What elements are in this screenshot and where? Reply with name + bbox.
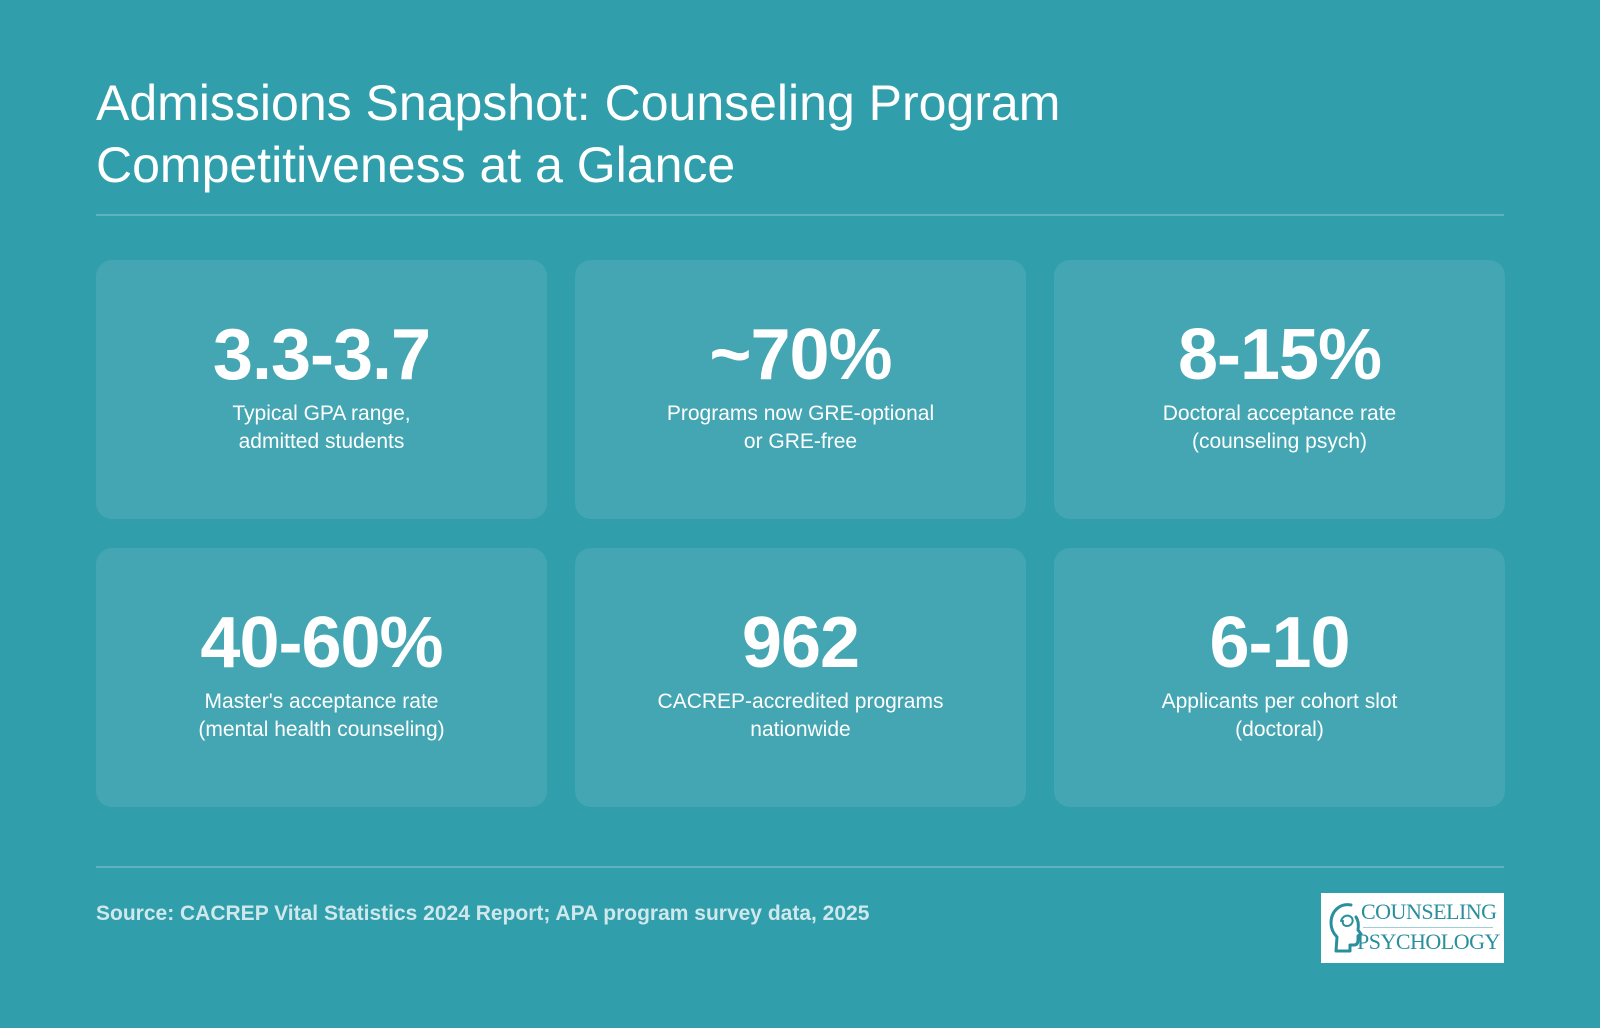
brand-logo: COUNSELING PSYCHOLOGY <box>1321 893 1504 963</box>
stat-value: 962 <box>741 602 860 683</box>
stat-value: 3.3-3.7 <box>212 314 431 395</box>
stat-label-line: Programs now GRE-optional <box>666 401 935 425</box>
stat-label-line: CACREP-accredited programs <box>657 689 944 713</box>
logo-word-counseling: COUNSELING <box>1361 899 1497 924</box>
stat-card-cacrep-programs: 962 CACREP-accredited programs nationwid… <box>575 548 1026 807</box>
stat-label: Programs now GRE-optional or GRE-free <box>667 400 934 456</box>
stat-value: 8-15% <box>1177 314 1382 395</box>
stat-label: Master's acceptance rate (mental health … <box>198 688 444 744</box>
stat-label-line: Doctoral acceptance rate <box>1162 401 1397 425</box>
stat-label-line: nationwide <box>750 717 851 741</box>
footer-divider <box>96 866 1504 868</box>
logo-divider <box>1363 927 1493 928</box>
page-title: Admissions Snapshot: Counseling Program … <box>96 72 1196 196</box>
stat-label: Typical GPA range, admitted students <box>232 400 410 456</box>
stat-label-line: (doctoral) <box>1235 717 1324 741</box>
stat-card-applicants-per-slot: 6-10 Applicants per cohort slot (doctora… <box>1054 548 1505 807</box>
stat-label-line: Master's acceptance rate <box>204 689 439 713</box>
stat-value: 40-60% <box>200 602 443 683</box>
stat-label-line: (mental health counseling) <box>198 717 445 741</box>
stat-card-gre-optional: ~70% Programs now GRE-optional or GRE-fr… <box>575 260 1026 519</box>
stat-label-line: (counseling psych) <box>1191 429 1368 453</box>
stat-label-line: Typical GPA range, <box>232 401 411 425</box>
stat-card-gpa-range: 3.3-3.7 Typical GPA range, admitted stud… <box>96 260 547 519</box>
stat-label: Applicants per cohort slot (doctoral) <box>1162 688 1398 744</box>
stat-label-line: admitted students <box>238 429 405 453</box>
stat-value: 6-10 <box>1209 602 1350 683</box>
head-profile-icon <box>1329 903 1363 953</box>
logo-word-psychology: PSYCHOLOGY <box>1357 929 1500 954</box>
header-divider <box>96 214 1504 216</box>
stats-grid: 3.3-3.7 Typical GPA range, admitted stud… <box>96 260 1505 807</box>
page-title-line-1: Admissions Snapshot: Counseling Program <box>96 75 1061 131</box>
stat-label: Doctoral acceptance rate (counseling psy… <box>1163 400 1396 456</box>
stat-label: CACREP-accredited programs nationwide <box>658 688 944 744</box>
stat-label-line: Applicants per cohort slot <box>1161 689 1398 713</box>
page-title-line-2: Competitiveness at a Glance <box>96 137 736 193</box>
stat-value: ~70% <box>709 314 892 395</box>
source-note: Source: CACREP Vital Statistics 2024 Rep… <box>96 902 870 925</box>
stat-label-line: or GRE-free <box>743 429 858 453</box>
stat-card-masters-acceptance: 40-60% Master's acceptance rate (mental … <box>96 548 547 807</box>
stat-card-doctoral-acceptance: 8-15% Doctoral acceptance rate (counseli… <box>1054 260 1505 519</box>
